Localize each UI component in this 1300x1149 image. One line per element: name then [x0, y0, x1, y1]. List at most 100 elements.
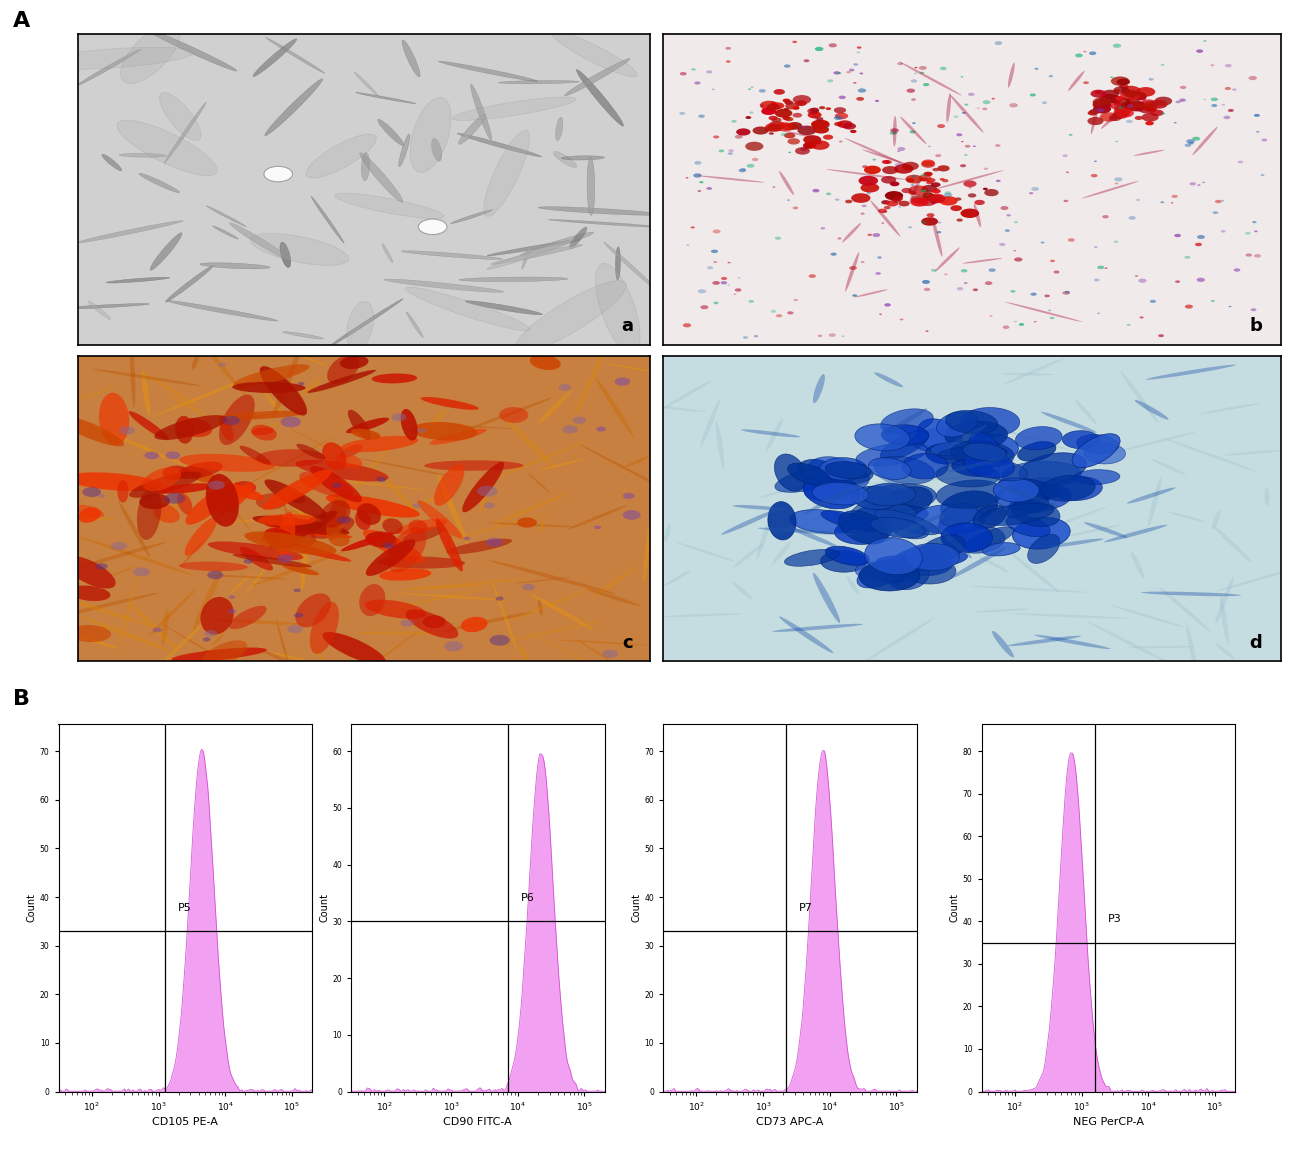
Circle shape [759, 90, 766, 93]
Circle shape [692, 69, 696, 70]
Ellipse shape [177, 493, 192, 515]
Ellipse shape [351, 429, 381, 439]
Ellipse shape [549, 219, 664, 228]
Circle shape [1030, 192, 1034, 194]
Circle shape [897, 147, 905, 151]
Ellipse shape [233, 481, 256, 494]
Circle shape [819, 106, 826, 109]
Ellipse shape [148, 616, 212, 678]
Circle shape [706, 70, 712, 74]
Circle shape [772, 186, 775, 187]
Circle shape [1136, 199, 1140, 201]
Circle shape [1114, 183, 1118, 185]
Circle shape [706, 187, 712, 190]
Circle shape [760, 105, 764, 107]
Ellipse shape [208, 541, 303, 561]
Ellipse shape [384, 279, 503, 292]
Ellipse shape [81, 616, 170, 651]
Circle shape [892, 131, 897, 134]
Ellipse shape [701, 400, 720, 447]
Ellipse shape [983, 542, 1020, 556]
Ellipse shape [355, 510, 370, 530]
Ellipse shape [625, 456, 649, 466]
Ellipse shape [644, 523, 650, 584]
Circle shape [781, 123, 797, 130]
Circle shape [1009, 103, 1018, 108]
Ellipse shape [905, 543, 959, 570]
Ellipse shape [757, 472, 846, 499]
Circle shape [920, 71, 924, 74]
Y-axis label: Count: Count [320, 893, 329, 923]
Ellipse shape [432, 409, 446, 425]
Ellipse shape [458, 133, 541, 156]
Circle shape [1119, 84, 1128, 88]
Ellipse shape [500, 414, 555, 469]
Circle shape [988, 268, 996, 272]
Circle shape [1110, 76, 1113, 78]
Ellipse shape [186, 466, 216, 483]
Ellipse shape [243, 531, 294, 596]
Ellipse shape [1011, 500, 1059, 526]
Circle shape [940, 178, 945, 180]
Ellipse shape [191, 354, 199, 370]
Circle shape [1114, 106, 1128, 113]
Circle shape [1115, 97, 1123, 101]
Circle shape [1232, 88, 1236, 91]
Ellipse shape [105, 566, 135, 578]
Circle shape [959, 164, 966, 168]
Ellipse shape [1018, 441, 1056, 461]
Circle shape [1139, 97, 1147, 100]
Circle shape [1130, 92, 1147, 100]
Ellipse shape [931, 415, 962, 469]
Ellipse shape [586, 588, 641, 606]
Circle shape [376, 477, 386, 481]
Circle shape [1121, 92, 1139, 101]
Circle shape [1204, 99, 1206, 100]
Ellipse shape [775, 466, 845, 492]
Ellipse shape [979, 460, 1027, 481]
Circle shape [1174, 233, 1180, 237]
Circle shape [788, 138, 800, 145]
Ellipse shape [859, 561, 920, 591]
Circle shape [1190, 183, 1196, 185]
Ellipse shape [1011, 478, 1059, 493]
Circle shape [975, 200, 985, 205]
Ellipse shape [950, 525, 1005, 553]
Circle shape [841, 336, 845, 337]
Ellipse shape [842, 223, 861, 242]
Circle shape [1225, 64, 1231, 68]
Ellipse shape [294, 476, 428, 489]
Ellipse shape [664, 380, 712, 408]
Circle shape [853, 294, 857, 296]
Ellipse shape [529, 593, 594, 630]
Circle shape [1254, 231, 1257, 232]
Ellipse shape [166, 394, 205, 416]
Circle shape [801, 125, 805, 128]
Ellipse shape [797, 460, 832, 479]
Circle shape [911, 79, 918, 83]
Ellipse shape [853, 486, 898, 510]
Circle shape [1062, 291, 1070, 295]
Circle shape [722, 277, 727, 280]
Ellipse shape [520, 232, 594, 256]
Ellipse shape [443, 425, 515, 429]
Circle shape [807, 111, 822, 118]
Circle shape [719, 149, 724, 153]
Circle shape [857, 52, 861, 53]
Circle shape [807, 108, 819, 114]
Circle shape [204, 630, 217, 637]
Ellipse shape [732, 504, 789, 510]
Circle shape [1113, 86, 1130, 94]
Circle shape [1140, 100, 1157, 108]
Circle shape [1192, 137, 1200, 140]
Circle shape [1158, 334, 1164, 337]
Circle shape [965, 154, 967, 156]
Circle shape [872, 159, 876, 161]
Ellipse shape [447, 539, 512, 554]
Circle shape [989, 315, 993, 317]
Circle shape [1251, 308, 1257, 311]
Circle shape [728, 149, 733, 152]
Circle shape [714, 136, 719, 139]
Ellipse shape [991, 425, 1076, 453]
Circle shape [712, 230, 720, 233]
